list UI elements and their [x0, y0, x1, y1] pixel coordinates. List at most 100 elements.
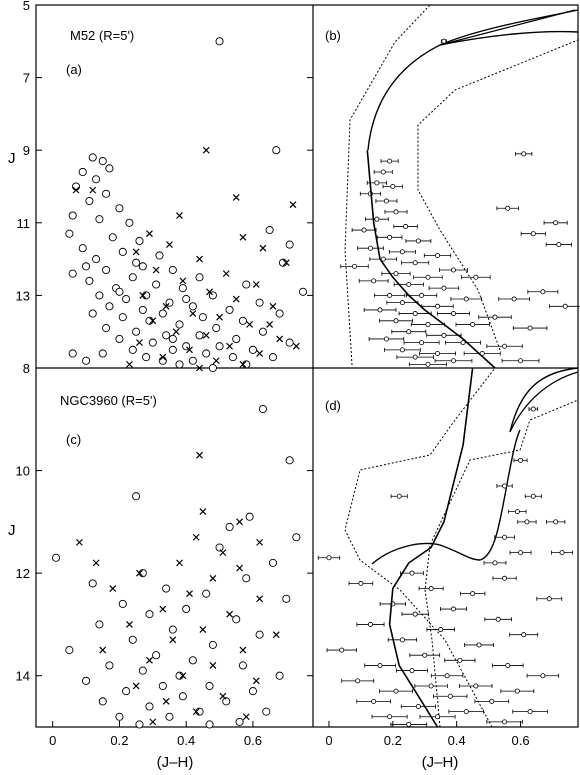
cross-stroke	[72, 186, 80, 194]
data-point-errorbar	[408, 361, 447, 367]
error-point-marker	[553, 519, 559, 525]
data-point-circle	[122, 294, 131, 304]
data-point-cross	[252, 677, 260, 685]
data-point-errorbar	[494, 534, 515, 540]
isochrone-main-sequence	[366, 150, 496, 369]
error-point-marker	[425, 321, 431, 327]
data-point-cross	[206, 288, 213, 296]
data-point-cross	[169, 636, 177, 644]
data-point-errorbar	[419, 714, 456, 720]
cross-stroke	[176, 559, 183, 567]
error-point-marker	[527, 709, 533, 715]
cross-stroke	[162, 697, 170, 705]
error-point-marker	[511, 296, 517, 302]
error-point-marker	[435, 714, 441, 720]
data-point-errorbar	[357, 245, 384, 251]
cross-stroke	[292, 342, 300, 350]
data-point-circle	[202, 589, 211, 598]
error-point-marker	[540, 673, 546, 679]
error-point-marker	[530, 493, 536, 499]
x-axis-title-left: (J–H)	[157, 754, 194, 771]
data-point-errorbar	[373, 169, 393, 175]
data-point-circle	[182, 294, 191, 304]
data-point-errorbar	[440, 606, 467, 612]
isochrone-giant-return	[439, 30, 579, 46]
data-point-cross	[92, 559, 100, 567]
data-point-circle	[168, 265, 177, 275]
data-point-cross	[226, 610, 233, 618]
error-point-marker	[492, 560, 498, 566]
cross-stroke	[99, 646, 107, 654]
data-point-circle	[178, 692, 187, 701]
data-point-errorbar	[549, 303, 580, 309]
cross-stroke	[149, 317, 157, 325]
data-point-errorbar	[413, 274, 443, 280]
error-point-marker	[387, 234, 393, 240]
data-point-errorbar	[498, 296, 530, 302]
data-point-errorbar	[423, 252, 452, 258]
y-tick-label: 10	[16, 464, 30, 479]
data-point-errorbar	[387, 637, 418, 643]
data-point-cross	[289, 201, 297, 209]
error-point-marker	[518, 457, 524, 463]
data-point-circle	[85, 196, 94, 206]
data-point-cross	[159, 353, 167, 361]
data-point-errorbar	[384, 209, 408, 215]
data-point-cross	[162, 697, 170, 705]
error-point-marker	[419, 292, 425, 298]
data-point-circle	[255, 298, 264, 307]
data-point-errorbar	[381, 271, 411, 277]
data-point-circle	[272, 146, 281, 155]
data-point-errorbar	[374, 292, 406, 298]
cross-stroke	[282, 259, 290, 267]
data-point-errorbar	[398, 311, 432, 317]
data-point-circle	[162, 584, 171, 593]
error-point-marker	[441, 38, 447, 44]
data-point-circle	[142, 353, 151, 362]
data-point-cross	[212, 357, 220, 365]
cross-stroke	[189, 310, 197, 317]
data-point-circle	[175, 320, 184, 329]
data-point-errorbar	[496, 205, 520, 211]
data-point-cross	[176, 212, 183, 219]
data-point-cross	[189, 310, 197, 317]
error-point-marker	[374, 180, 380, 186]
data-point-errorbar	[371, 714, 408, 720]
data-point-errorbar	[484, 616, 512, 622]
error-point-marker	[412, 611, 418, 617]
cross-stroke	[172, 328, 180, 336]
error-point-marker	[412, 354, 418, 360]
data-point-cross	[239, 233, 247, 241]
data-point-errorbar	[356, 698, 391, 704]
error-point-marker	[371, 278, 377, 284]
data-point-errorbar	[379, 318, 413, 324]
cross-stroke	[132, 682, 140, 690]
envelope-left	[344, 367, 496, 728]
error-point-marker	[435, 252, 441, 258]
data-point-circle	[228, 353, 237, 362]
panel-a-marks	[65, 37, 308, 373]
error-point-marker	[387, 714, 393, 720]
data-point-errorbar	[340, 263, 369, 269]
error-point-marker	[412, 260, 418, 266]
cross-stroke	[149, 718, 157, 726]
data-point-cross	[232, 193, 240, 201]
y-tick-label: 13	[16, 288, 30, 303]
data-point-circle	[68, 269, 77, 278]
error-point-marker	[457, 657, 463, 663]
error-point-marker	[387, 158, 393, 164]
error-point-marker	[450, 606, 456, 612]
data-point-errorbar	[396, 354, 434, 360]
error-point-marker	[502, 483, 508, 489]
isochrone-subgiant	[371, 429, 521, 565]
data-point-errorbar	[393, 223, 418, 229]
data-point-errorbar	[326, 647, 357, 653]
data-point-circle	[132, 492, 141, 501]
error-point-marker	[390, 183, 396, 189]
data-point-errorbar	[390, 493, 408, 499]
data-point-circle	[115, 204, 124, 213]
data-point-errorbar	[363, 307, 397, 313]
data-point-circle	[268, 353, 278, 362]
cross-stroke	[269, 302, 277, 310]
cross-stroke	[209, 662, 217, 669]
